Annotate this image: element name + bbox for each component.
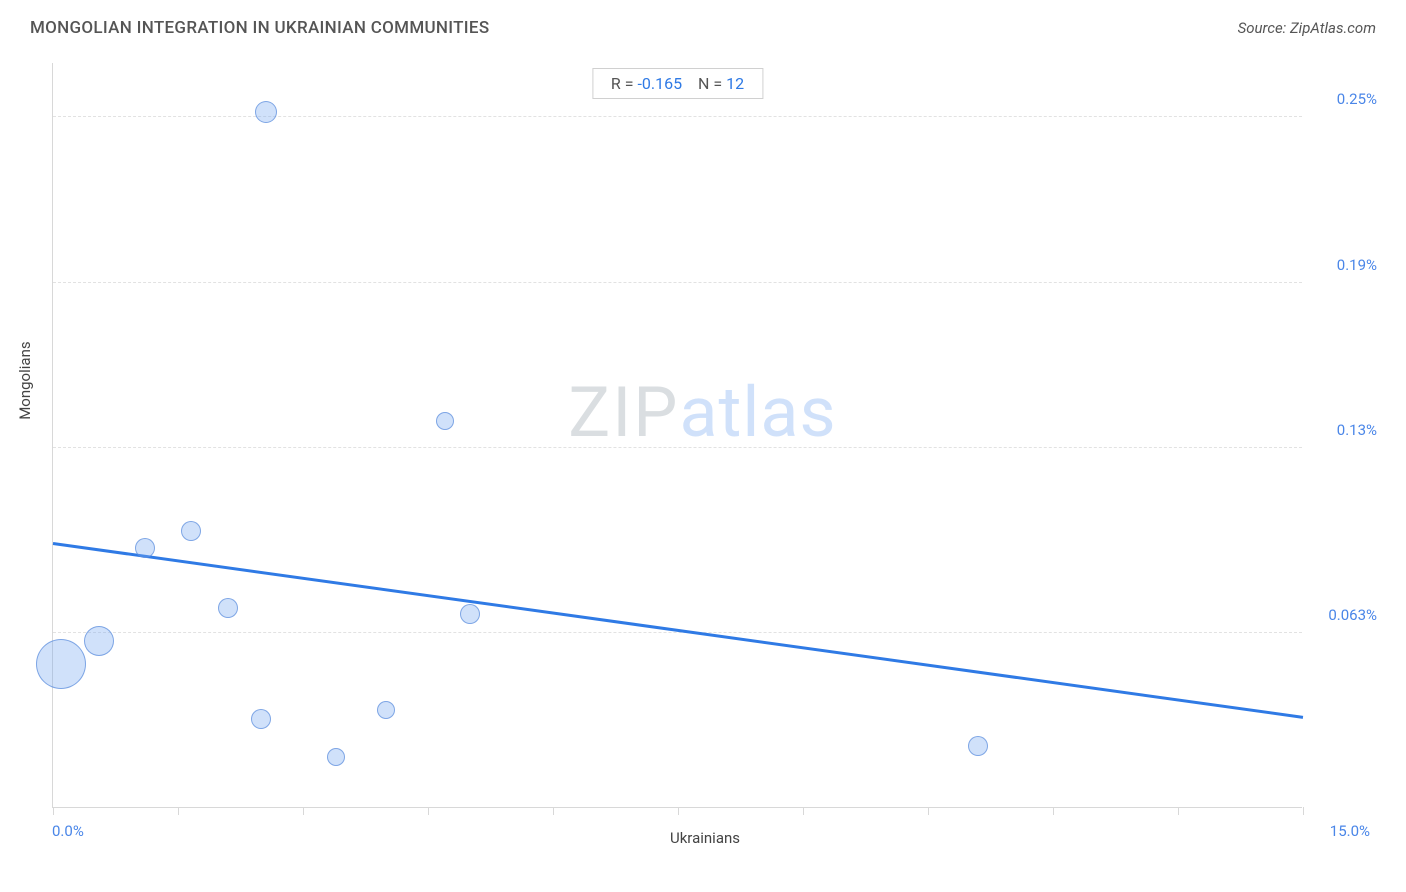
data-point	[181, 521, 201, 541]
chart-title: MONGOLIAN INTEGRATION IN UKRAINIAN COMMU…	[30, 18, 489, 38]
data-point	[218, 598, 238, 618]
data-point	[251, 709, 271, 729]
data-point	[377, 701, 395, 719]
y-tick-label: 0.13%	[1312, 421, 1377, 439]
x-tick	[178, 807, 179, 815]
data-point	[327, 748, 345, 766]
data-point	[460, 604, 480, 624]
chart-header: MONGOLIAN INTEGRATION IN UKRAINIAN COMMU…	[0, 0, 1406, 48]
x-tick	[428, 807, 429, 815]
chart-container: Mongolians ZIPatlas R = -0.165 N = 12 0.…	[30, 55, 1380, 845]
x-min-label: 0.0%	[52, 822, 84, 840]
x-axis-label: Ukrainians	[670, 829, 740, 847]
x-tick	[1178, 807, 1179, 815]
x-tick	[53, 807, 54, 815]
n-value: 12	[726, 74, 744, 93]
x-tick	[553, 807, 554, 815]
data-point	[436, 412, 454, 430]
data-point	[84, 626, 114, 656]
gridline	[53, 632, 1302, 633]
x-tick	[1053, 807, 1054, 815]
y-tick-label: 0.19%	[1312, 256, 1377, 274]
n-label: N =	[698, 74, 722, 93]
x-tick	[678, 807, 679, 815]
trend-line	[53, 542, 1303, 719]
r-value: -0.165	[637, 74, 682, 93]
x-max-label: 15.0%	[1330, 822, 1370, 840]
watermark-zip: ZIP	[568, 372, 679, 454]
data-point	[36, 639, 86, 689]
y-tick-label: 0.25%	[1312, 90, 1377, 108]
x-tick	[803, 807, 804, 815]
chart-source: Source: ZipAtlas.com	[1238, 19, 1376, 37]
gridline	[53, 116, 1302, 117]
watermark-atlas: atlas	[679, 372, 836, 454]
x-tick	[303, 807, 304, 815]
data-point	[135, 538, 155, 558]
data-point	[968, 736, 988, 756]
x-tick	[1303, 807, 1304, 815]
gridline	[53, 447, 1302, 448]
r-label: R =	[611, 74, 634, 93]
y-tick-label: 0.063%	[1312, 606, 1377, 624]
y-axis-label: Mongolians	[16, 341, 34, 419]
gridline	[53, 282, 1302, 283]
plot-area: ZIPatlas R = -0.165 N = 12 0.063%0.13%0.…	[52, 63, 1302, 808]
watermark: ZIPatlas	[568, 372, 836, 454]
data-point	[255, 101, 277, 123]
stats-box: R = -0.165 N = 12	[592, 68, 763, 99]
x-tick	[928, 807, 929, 815]
